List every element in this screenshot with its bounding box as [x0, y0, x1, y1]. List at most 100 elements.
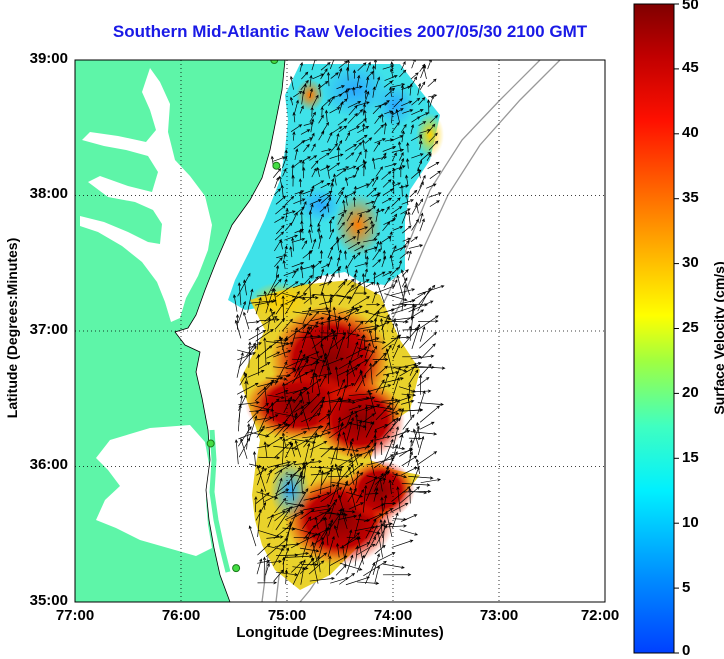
velocity-arrow	[243, 311, 250, 330]
velocity-arrow	[372, 357, 389, 362]
velocity-arrow	[310, 316, 325, 322]
velocity-arrow	[384, 74, 398, 81]
velocity-arrow	[329, 398, 352, 403]
velocity-arrow	[349, 486, 357, 511]
velocity-arrow	[401, 130, 405, 143]
velocity-arrow	[326, 202, 330, 213]
velocity-arrow	[429, 200, 440, 207]
velocity-arrow	[417, 390, 426, 415]
velocity-arrow	[285, 369, 297, 378]
colorbar-tick: 40	[682, 124, 699, 141]
velocity-arrow	[399, 361, 422, 369]
velocity-arrow	[289, 75, 294, 90]
velocity-arrow	[256, 558, 263, 575]
velocity-arrow	[341, 511, 348, 530]
velocity-arrow	[369, 362, 373, 385]
velocity-arrow	[248, 329, 267, 341]
velocity-arrow	[354, 262, 369, 268]
velocity-arrow	[301, 413, 321, 423]
velocity-arrow	[399, 165, 403, 178]
velocity-arrow	[301, 71, 309, 80]
velocity-arrow	[380, 496, 384, 519]
velocity-arrow	[299, 190, 303, 205]
velocity-arrow	[373, 472, 384, 492]
velocity-arrow	[348, 281, 361, 304]
velocity-arrow	[400, 466, 418, 476]
velocity-arrow	[382, 417, 401, 438]
velocity-arrow	[349, 440, 359, 466]
velocity-arrow	[392, 167, 396, 179]
velocity-arrow	[339, 88, 351, 96]
velocity-arrow	[293, 487, 309, 513]
velocity-arrow	[324, 516, 329, 546]
velocity-arrow	[419, 218, 425, 232]
velocity-arrow	[300, 220, 304, 234]
velocity-arrow	[327, 390, 332, 412]
velocity-arrow	[260, 488, 266, 510]
velocity-arrow	[329, 483, 339, 504]
velocity-arrow	[348, 453, 363, 466]
velocity-arrow	[400, 269, 410, 295]
y-axis-label: Latitude (Degrees:Minutes)	[4, 237, 20, 419]
velocity-arrow	[366, 187, 377, 198]
velocity-arrow	[258, 409, 269, 432]
velocity-arrow	[347, 175, 357, 179]
velocity-arrow	[355, 319, 374, 323]
velocity-arrow	[379, 441, 383, 456]
velocity-arrow	[336, 166, 350, 172]
velocity-arrow	[282, 437, 286, 465]
velocity-arrow	[418, 160, 423, 169]
velocity-arrow	[246, 423, 251, 450]
velocity-arrow	[372, 291, 377, 304]
velocity-arrow	[367, 449, 375, 476]
velocity-arrow	[336, 421, 344, 441]
velocity-arrow	[243, 279, 247, 296]
velocity-arrow	[418, 198, 424, 207]
velocity-arrow	[309, 223, 313, 233]
velocity-arrow	[337, 267, 341, 278]
velocity-arrow	[346, 222, 354, 232]
velocity-arrow	[338, 305, 363, 314]
velocity-arrow	[356, 118, 367, 127]
velocity-arrow	[371, 176, 379, 187]
velocity-arrow	[347, 241, 361, 250]
velocity-arrow	[417, 82, 422, 96]
velocity-arrow	[255, 316, 278, 330]
velocity-arrow	[346, 66, 350, 81]
velocity-arrow	[287, 398, 295, 421]
velocity-arrow	[357, 209, 372, 215]
velocity-arrow	[310, 132, 315, 142]
velocity-arrow	[338, 514, 358, 520]
velocity-arrow	[383, 80, 394, 88]
velocity-arrow	[255, 296, 262, 315]
velocity-arrow	[330, 72, 339, 79]
velocity-arrow	[291, 237, 306, 243]
velocity-arrow	[272, 168, 282, 178]
velocity-arrow	[372, 248, 381, 261]
velocity-arrow	[267, 510, 286, 519]
velocity-arrow	[375, 379, 385, 393]
velocity-arrow	[321, 148, 332, 152]
velocity-arrow	[337, 494, 347, 522]
velocity-arrow	[401, 399, 415, 405]
x-tick: 77:00	[55, 607, 95, 624]
velocity-arrow	[365, 475, 377, 502]
velocity-arrow	[391, 472, 398, 485]
velocity-arrow	[356, 396, 376, 402]
velocity-arrow	[238, 394, 247, 411]
velocity-arrow	[409, 291, 427, 303]
velocity-arrow	[419, 374, 423, 395]
velocity-arrow	[366, 205, 377, 214]
velocity-arrow	[237, 404, 242, 432]
velocity-arrow	[256, 425, 265, 438]
velocity-arrow	[410, 72, 419, 80]
velocity-arrow	[392, 473, 408, 479]
velocity-arrow	[385, 510, 393, 537]
velocity-arrow	[289, 473, 294, 501]
velocity-arrow	[389, 86, 393, 97]
velocity-arrow	[256, 353, 261, 376]
velocity-arrow	[274, 361, 288, 385]
velocity-arrow	[362, 123, 366, 132]
velocity-arrow	[269, 307, 276, 323]
station-marker	[232, 564, 241, 573]
